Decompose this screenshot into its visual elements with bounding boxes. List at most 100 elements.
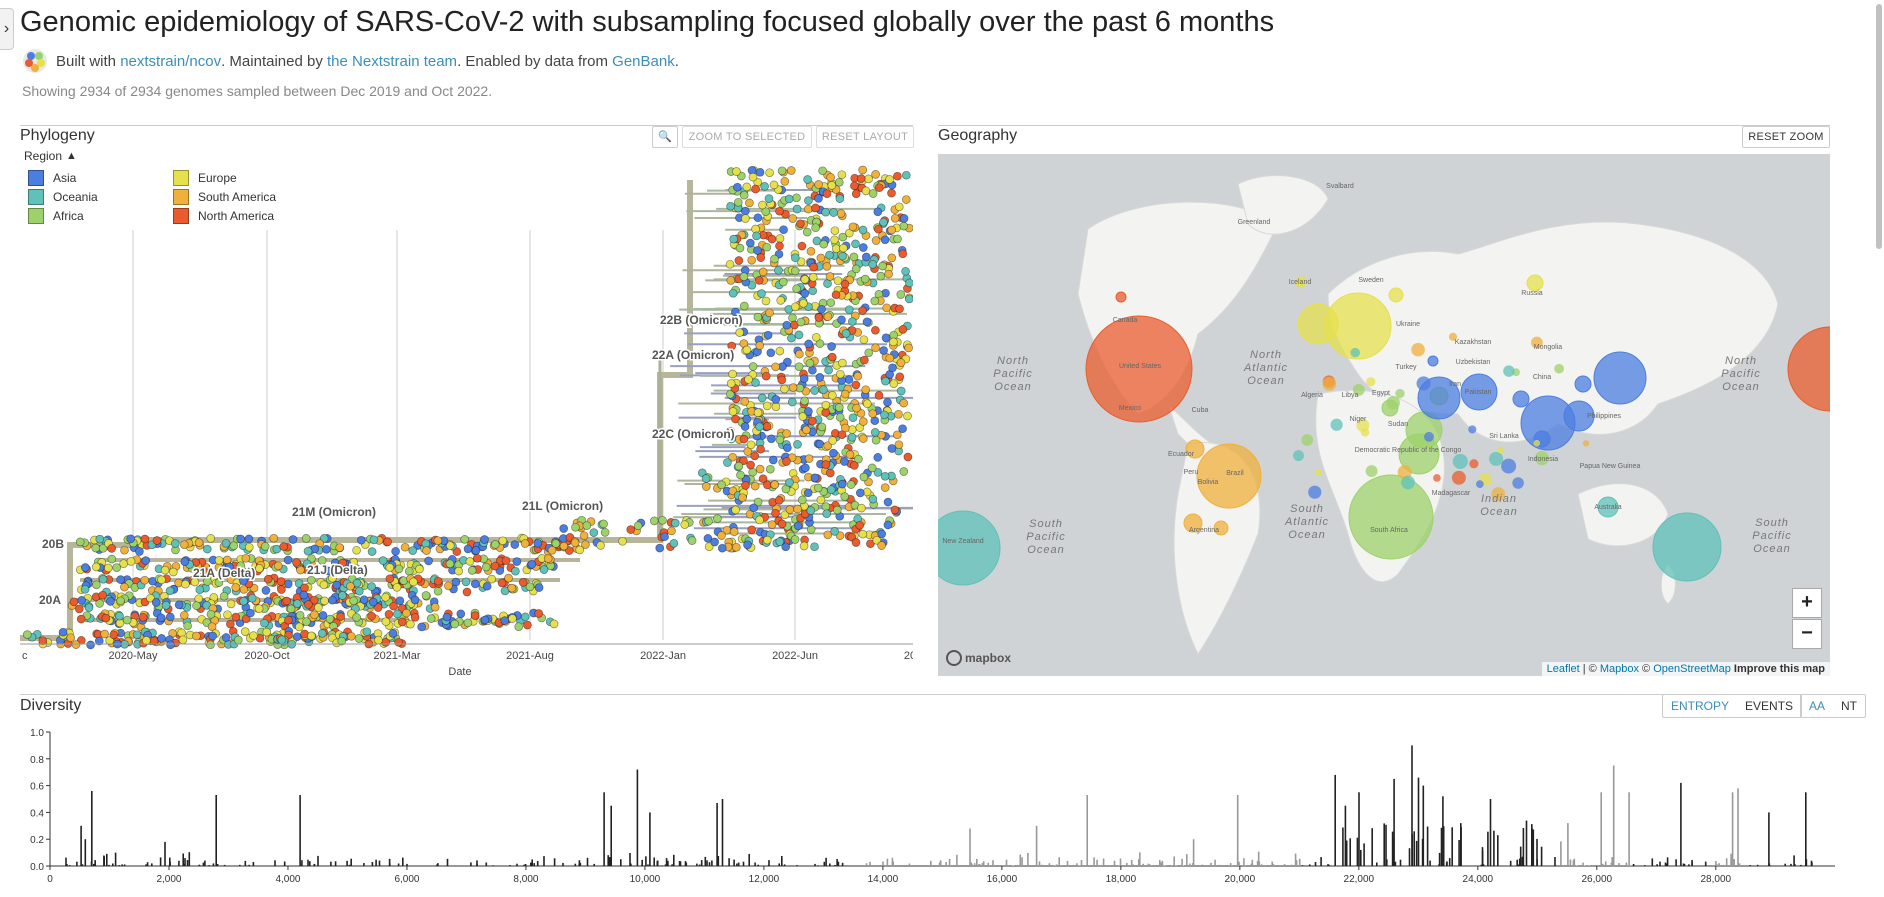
- tree-tip[interactable]: [742, 182, 752, 192]
- entropy-bar[interactable]: [1076, 863, 1078, 866]
- entropy-bar[interactable]: [1715, 861, 1717, 866]
- tree-tip[interactable]: [214, 578, 224, 587]
- tree-tip[interactable]: [119, 559, 128, 569]
- tree-tip[interactable]: [381, 617, 391, 627]
- tree-tip[interactable]: [847, 432, 857, 442]
- tree-tip[interactable]: [244, 542, 254, 552]
- entropy-bar[interactable]: [976, 858, 978, 866]
- entropy-bar[interactable]: [274, 860, 276, 866]
- entropy-bar[interactable]: [1171, 865, 1174, 866]
- tree-tip[interactable]: [858, 243, 868, 252]
- tree-tip[interactable]: [738, 493, 747, 503]
- tree-tip[interactable]: [192, 601, 201, 610]
- entropy-bar[interactable]: [1489, 799, 1492, 866]
- tree-tip[interactable]: [755, 464, 765, 474]
- tree-tip[interactable]: [570, 538, 580, 548]
- tree-tip[interactable]: [787, 333, 796, 343]
- tree-tip[interactable]: [873, 468, 883, 477]
- entropy-bar[interactable]: [1345, 840, 1348, 867]
- tree-tip[interactable]: [726, 276, 736, 285]
- tree-tip[interactable]: [244, 534, 254, 544]
- tree-tip[interactable]: [317, 556, 327, 565]
- legend-toggle[interactable]: Region ▲: [24, 149, 77, 163]
- tree-tip[interactable]: [774, 496, 784, 505]
- entropy-bar[interactable]: [1575, 865, 1578, 867]
- region-circle[interactable]: [1593, 351, 1647, 405]
- entropy-bar[interactable]: [1713, 864, 1715, 866]
- entropy-bar[interactable]: [1733, 859, 1735, 866]
- tree-tip[interactable]: [890, 505, 900, 515]
- tree-tip[interactable]: [214, 555, 224, 565]
- tree-tip[interactable]: [905, 278, 913, 288]
- entropy-bar[interactable]: [1619, 864, 1621, 866]
- entropy-bar[interactable]: [1417, 777, 1420, 866]
- entropy-bar[interactable]: [1651, 858, 1654, 866]
- entropy-bar[interactable]: [1308, 864, 1311, 866]
- entropy-bar[interactable]: [1737, 788, 1739, 866]
- tree-tip[interactable]: [703, 534, 713, 543]
- tree-tip[interactable]: [534, 583, 544, 592]
- tree-tip[interactable]: [279, 542, 289, 551]
- tree-tip[interactable]: [802, 227, 812, 237]
- entropy-bar[interactable]: [1283, 864, 1286, 866]
- entropy-bar[interactable]: [1093, 857, 1095, 866]
- tree-tip[interactable]: [202, 544, 212, 554]
- entropy-bar[interactable]: [969, 828, 971, 867]
- leaflet-link[interactable]: Leaflet: [1546, 663, 1580, 675]
- tree-tip[interactable]: [383, 537, 392, 547]
- entropy-bar[interactable]: [93, 863, 95, 866]
- tree-tip[interactable]: [433, 576, 443, 586]
- tree-tip[interactable]: [797, 241, 807, 251]
- tree-tip[interactable]: [246, 608, 255, 618]
- entropy-bar[interactable]: [1119, 858, 1122, 867]
- entropy-bar[interactable]: [223, 864, 226, 866]
- tree-tip[interactable]: [500, 616, 510, 625]
- entropy-bar[interactable]: [1386, 859, 1388, 866]
- tree-tip[interactable]: [655, 543, 665, 553]
- tree-tip[interactable]: [487, 574, 497, 584]
- entropy-bar[interactable]: [1588, 865, 1590, 866]
- entropy-bar[interactable]: [363, 863, 365, 866]
- tree-tip[interactable]: [100, 629, 109, 639]
- entropy-bar[interactable]: [301, 860, 303, 866]
- tree-tip[interactable]: [170, 539, 180, 548]
- entropy-bar[interactable]: [145, 864, 147, 866]
- entropy-bar[interactable]: [1159, 860, 1161, 866]
- tree-tip[interactable]: [596, 541, 605, 550]
- tree-tip[interactable]: [859, 472, 869, 482]
- tree-tip[interactable]: [207, 622, 217, 632]
- entropy-bar[interactable]: [244, 860, 247, 866]
- region-circle[interactable]: [1503, 365, 1515, 377]
- tree-tip[interactable]: [775, 234, 785, 243]
- entropy-bar[interactable]: [239, 864, 241, 866]
- tree-tip[interactable]: [728, 452, 737, 462]
- entropy-bar[interactable]: [118, 865, 121, 866]
- tree-tip[interactable]: [804, 196, 813, 205]
- tree-tip[interactable]: [395, 596, 405, 606]
- tree-tip[interactable]: [58, 627, 68, 637]
- entropy-bar[interactable]: [1518, 858, 1521, 866]
- tree-tip[interactable]: [260, 618, 269, 628]
- tree-tip[interactable]: [564, 546, 574, 555]
- entropy-bar[interactable]: [1164, 865, 1166, 867]
- entropy-bar[interactable]: [1442, 796, 1444, 866]
- tree-tip[interactable]: [463, 544, 473, 554]
- tree-tip[interactable]: [409, 577, 418, 587]
- region-circle[interactable]: [1183, 513, 1203, 533]
- tree-tip[interactable]: [861, 385, 871, 395]
- tree-tip[interactable]: [480, 615, 490, 625]
- entropy-bar[interactable]: [1730, 859, 1732, 867]
- entropy-bar[interactable]: [1192, 839, 1195, 866]
- tree-tip[interactable]: [178, 635, 188, 645]
- tree-tip[interactable]: [837, 479, 847, 489]
- tree-tip[interactable]: [226, 619, 235, 629]
- tree-tip[interactable]: [520, 612, 530, 622]
- tree-tip[interactable]: [406, 619, 415, 629]
- entropy-bar[interactable]: [1426, 826, 1429, 867]
- tree-tip[interactable]: [263, 574, 273, 584]
- region-circle[interactable]: [1365, 465, 1378, 478]
- entropy-bar[interactable]: [608, 857, 611, 866]
- tree-tip[interactable]: [834, 403, 844, 412]
- entropy-bar[interactable]: [1716, 864, 1718, 866]
- entropy-bar[interactable]: [1532, 829, 1535, 866]
